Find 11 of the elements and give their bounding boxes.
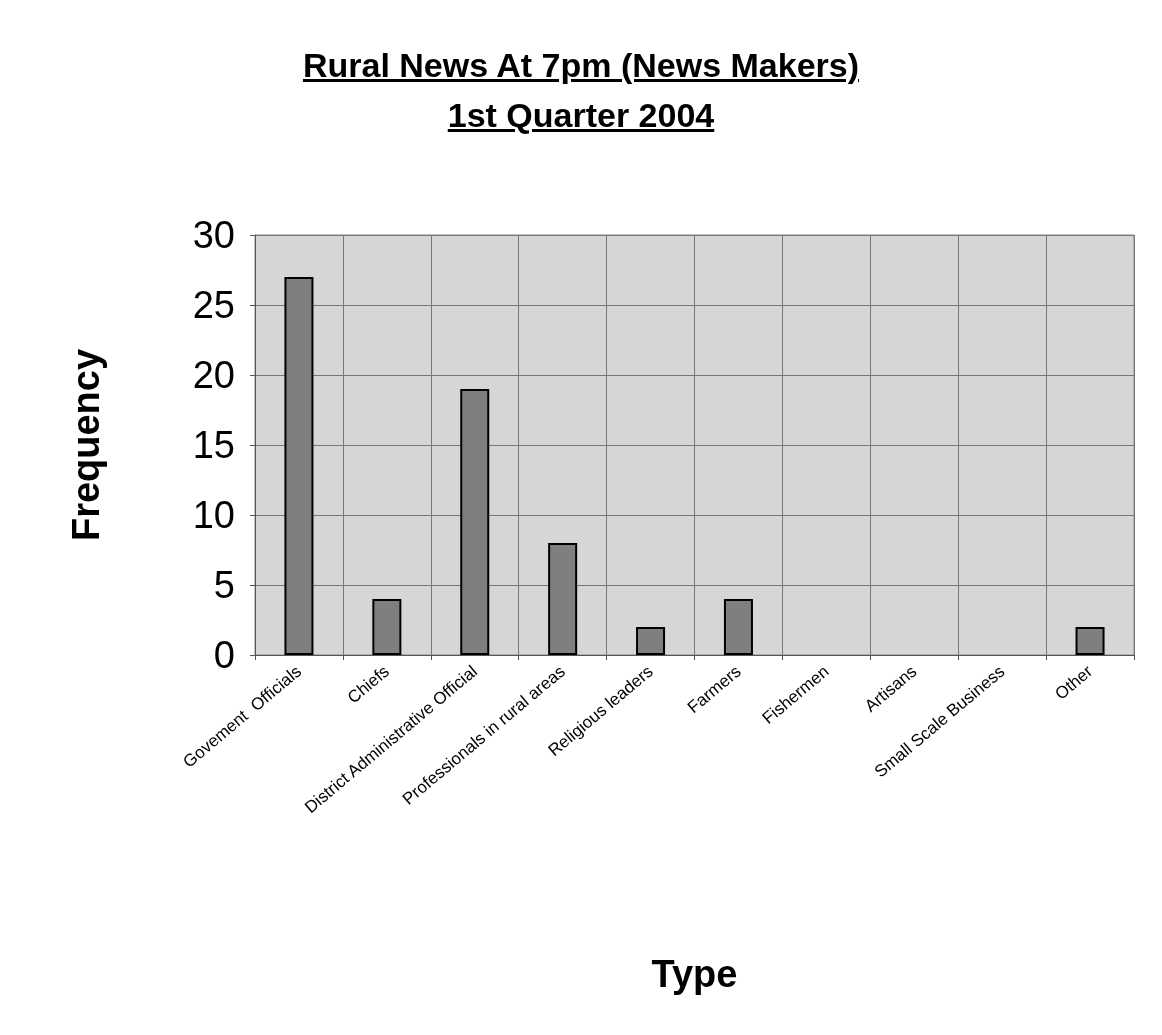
chart-subtitle: 1st Quarter 2004 (446, 95, 716, 136)
y-tick-label: 25 (192, 284, 235, 326)
chart-title: Rural News At 7pm (News Makers) (301, 45, 861, 86)
y-tick-label: 30 (192, 214, 235, 256)
y-tick-label: 5 (213, 564, 235, 606)
y-tick-label: 15 (192, 424, 235, 466)
y-tick-label: 20 (192, 354, 235, 396)
y-axis-title: Frequency (65, 348, 107, 542)
y-tick-label: 0 (213, 634, 235, 676)
x-axis-title: Type (651, 953, 738, 995)
y-tick-label: 10 (192, 494, 235, 536)
